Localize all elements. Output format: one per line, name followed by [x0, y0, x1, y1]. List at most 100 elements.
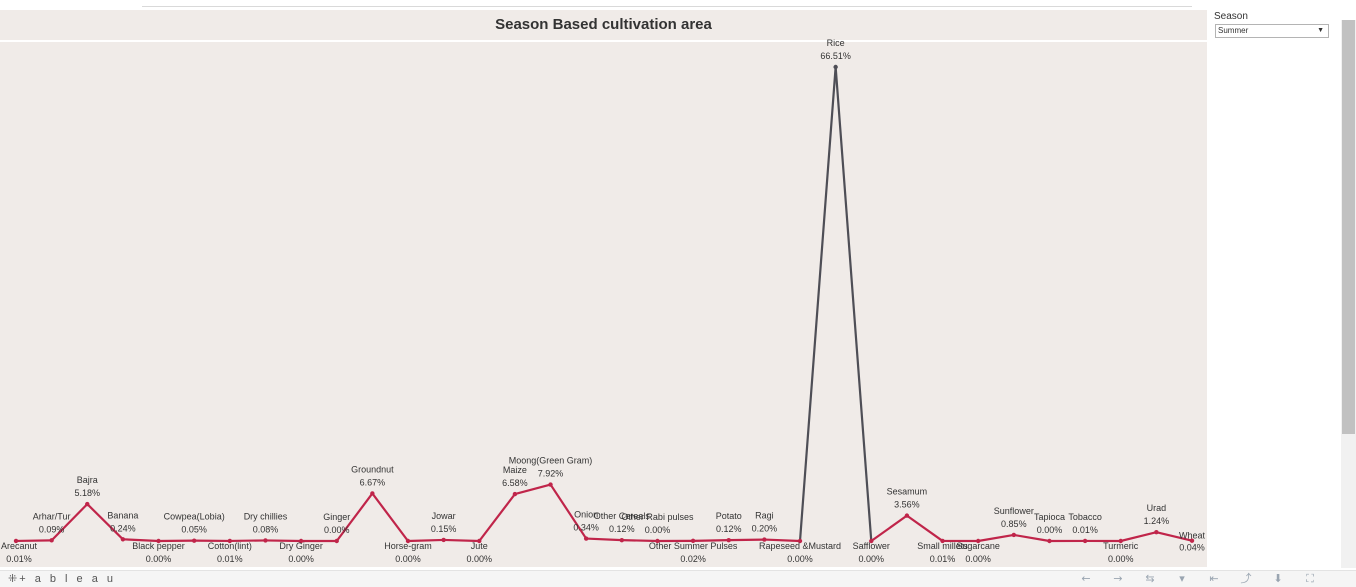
series-line-segment: [586, 539, 622, 541]
share-icon[interactable]: ⤴: [1230, 571, 1262, 586]
data-label-value: 0.00%: [395, 554, 421, 564]
data-label-category: Moong(Green Gram): [509, 456, 593, 466]
data-label-value: 0.24%: [110, 523, 136, 533]
data-point: [620, 538, 624, 542]
data-label-category: Groundnut: [351, 464, 394, 474]
scrollbar-thumb[interactable]: [1342, 20, 1355, 434]
data-label-category: Cotton(lint): [208, 541, 252, 551]
data-label-category: Banana: [107, 510, 138, 520]
data-label-category: Potato: [716, 511, 742, 521]
data-point: [370, 491, 374, 495]
data-label-value: 0.20%: [752, 524, 778, 534]
tableau-wordmark: + a b l e a u: [19, 573, 116, 585]
data-label-category: Jowar: [432, 511, 456, 521]
data-point: [1083, 539, 1087, 543]
data-label-value: 0.08%: [253, 524, 279, 534]
season-filter-dropdown[interactable]: Summer ▼: [1215, 24, 1329, 38]
undo-icon[interactable]: ←: [1070, 571, 1102, 586]
data-label-category: Other Rabi pulses: [621, 512, 694, 522]
data-label-category: Arecanut: [1, 541, 38, 551]
series-line-segment: [52, 504, 88, 540]
data-label-category: Maize: [503, 465, 527, 475]
data-label-value: 0.12%: [609, 524, 635, 534]
data-point: [1012, 533, 1016, 537]
data-label-category: Tapioca: [1034, 512, 1065, 522]
data-label-value: 0.00%: [965, 554, 991, 564]
data-label-value: 66.51%: [820, 51, 851, 61]
data-label-value: 0.00%: [467, 554, 493, 564]
data-label-value: 0.00%: [146, 554, 172, 564]
data-point: [121, 537, 125, 541]
data-label-value: 6.58%: [502, 478, 528, 488]
data-label-value: 0.12%: [716, 524, 742, 534]
data-label-value: 0.00%: [859, 554, 885, 564]
tableau-mark-icon: ⁜: [8, 573, 17, 585]
data-point: [1154, 530, 1158, 534]
data-label-category: Black pepper: [132, 541, 185, 551]
series-line-segment: [1014, 535, 1050, 541]
season-filter-value: Summer: [1218, 25, 1248, 37]
data-point: [833, 65, 837, 69]
data-label-value: 0.01%: [1072, 525, 1098, 535]
data-label-category: Turmeric: [1103, 541, 1139, 551]
data-label-value: 7.92%: [538, 469, 564, 479]
data-point: [335, 539, 339, 543]
data-label-category: Dry chillies: [244, 511, 288, 521]
data-label-value: 0.01%: [217, 554, 243, 564]
data-point: [905, 513, 909, 517]
data-label-category: Rapeseed &Mustard: [759, 541, 841, 551]
data-point: [584, 536, 588, 540]
revert-menu-chevron-icon[interactable]: ▾: [1166, 571, 1198, 586]
data-point: [263, 538, 267, 542]
data-label-value: 0.02%: [680, 554, 706, 564]
data-label-category: Sugarcane: [956, 541, 1000, 551]
data-point: [1047, 539, 1051, 543]
data-label-value: 0.00%: [1108, 554, 1134, 564]
download-icon[interactable]: ⬇: [1262, 571, 1294, 586]
data-label-category: Other Summer Pulses: [649, 541, 738, 551]
series-line-segment: [372, 493, 408, 541]
data-label-category: Cowpea(Lobia): [164, 512, 225, 522]
data-label-category: Bajra: [77, 475, 98, 485]
data-label-value: 0.15%: [431, 524, 457, 534]
data-label-category: Sesamum: [887, 487, 928, 497]
data-label-category: Jute: [471, 541, 488, 551]
data-point: [85, 502, 89, 506]
data-point: [727, 538, 731, 542]
series-line-segment: [479, 494, 515, 541]
toolbar-buttons: ← → ⇆ ▾ ⇤ ⤴ ⬇ ⛶: [1070, 571, 1326, 586]
data-label-value: 1.24%: [1144, 516, 1170, 526]
series-line-segment: [907, 516, 943, 541]
data-label-category: Arhar/Tur: [33, 511, 71, 521]
data-label-value: 0.01%: [6, 554, 32, 564]
season-filter-label: Season: [1214, 11, 1248, 22]
data-label-category: Ginger: [323, 512, 350, 522]
line-chart: Arecanut0.01%Arhar/Tur0.09%Bajra5.18%Ban…: [0, 0, 1207, 570]
series-line-segment: [836, 67, 872, 541]
data-label-value: 0.05%: [181, 525, 207, 535]
data-label-value: 3.56%: [894, 500, 920, 510]
data-label-category: Rice: [827, 38, 845, 48]
data-label-category: Urad: [1147, 503, 1167, 513]
data-label-category: Dry Ginger: [279, 541, 323, 551]
data-label-value: 5.18%: [75, 488, 101, 498]
data-label-category: Horse-gram: [384, 541, 432, 551]
data-label-value: 0.00%: [324, 525, 350, 535]
data-label-category: Tobacco: [1068, 512, 1102, 522]
data-label-value: 6.67%: [360, 477, 386, 487]
reset-icon[interactable]: ⇤: [1198, 571, 1230, 586]
data-label-category: Ragi: [755, 511, 774, 521]
data-label-value: 0.00%: [288, 554, 314, 564]
fullscreen-icon[interactable]: ⛶: [1294, 571, 1326, 586]
chevron-down-icon: ▼: [1317, 25, 1324, 37]
data-point: [548, 482, 552, 486]
series-line-segment: [871, 516, 907, 541]
tableau-logo[interactable]: ⁜+ a b l e a u: [8, 572, 116, 585]
redo-icon[interactable]: →: [1102, 571, 1134, 586]
data-point: [441, 538, 445, 542]
data-label-value: 0.00%: [787, 554, 813, 564]
data-point: [513, 492, 517, 496]
series-line-segment: [1121, 532, 1157, 541]
revert-icon[interactable]: ⇆: [1134, 571, 1166, 586]
data-label-category: Wheat: [1179, 531, 1206, 541]
